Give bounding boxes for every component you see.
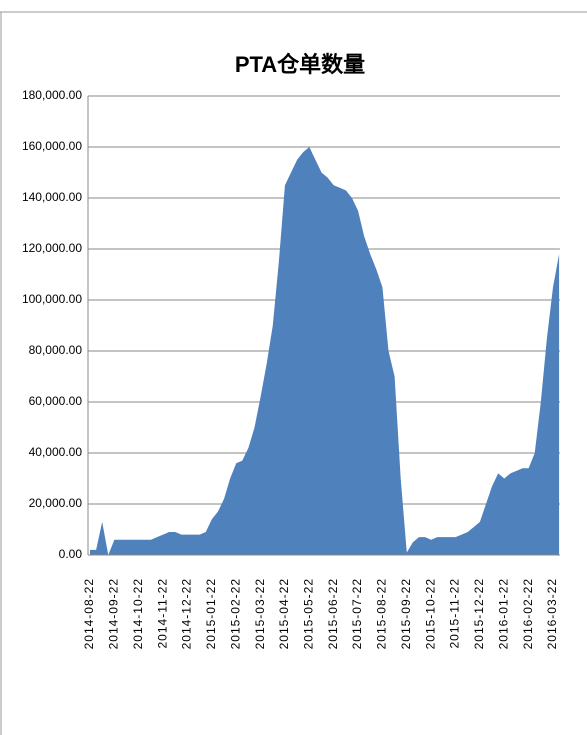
x-tick-label: 2015-02-22: [228, 578, 242, 649]
x-tick-label: 2014-10-22: [131, 578, 145, 649]
area: [90, 147, 560, 555]
y-tick-label: 80,000.00: [29, 343, 83, 357]
x-tick-label: 2014-09-22: [107, 578, 121, 649]
y-tick-label: 40,000.00: [29, 445, 83, 459]
x-tick-label: 2016-03-22: [545, 578, 559, 649]
y-tick-label: 180,000.00: [22, 88, 82, 102]
x-tick-label: 2015-08-22: [375, 578, 389, 649]
x-tick-label: 2016-02-22: [521, 578, 535, 649]
y-tick-label: 100,000.00: [22, 292, 82, 306]
x-tick-label: 2015-06-22: [326, 578, 340, 649]
x-tick-label: 2015-11-22: [448, 578, 462, 649]
x-tick-label: 2015-04-22: [277, 578, 291, 649]
x-tick-label: 2015-12-22: [472, 578, 486, 649]
x-tick-label: 2015-01-22: [204, 578, 218, 649]
y-tick-label: 120,000.00: [22, 241, 82, 255]
y-tick-label: 60,000.00: [29, 394, 83, 408]
x-tick-label: 2016-01-22: [496, 578, 510, 649]
y-tick-label: 160,000.00: [22, 139, 82, 153]
y-tick-label: 140,000.00: [22, 190, 82, 204]
x-tick-label: 2014-11-22: [155, 578, 169, 649]
x-tick-label: 2015-07-22: [350, 578, 364, 649]
chart-title: PTA仓单数量: [235, 52, 365, 77]
y-tick-label: 0.00: [59, 547, 83, 561]
x-tick-label: 2015-09-22: [399, 578, 413, 649]
x-tick-label: 2014-08-22: [82, 578, 96, 649]
x-tick-label: 2014-12-22: [180, 578, 194, 649]
x-tick-label: 2015-05-22: [301, 578, 315, 649]
x-tick-label: 2015-10-22: [423, 578, 437, 649]
x-tick-label: 2015-03-22: [253, 578, 267, 649]
y-tick-label: 20,000.00: [29, 496, 83, 510]
